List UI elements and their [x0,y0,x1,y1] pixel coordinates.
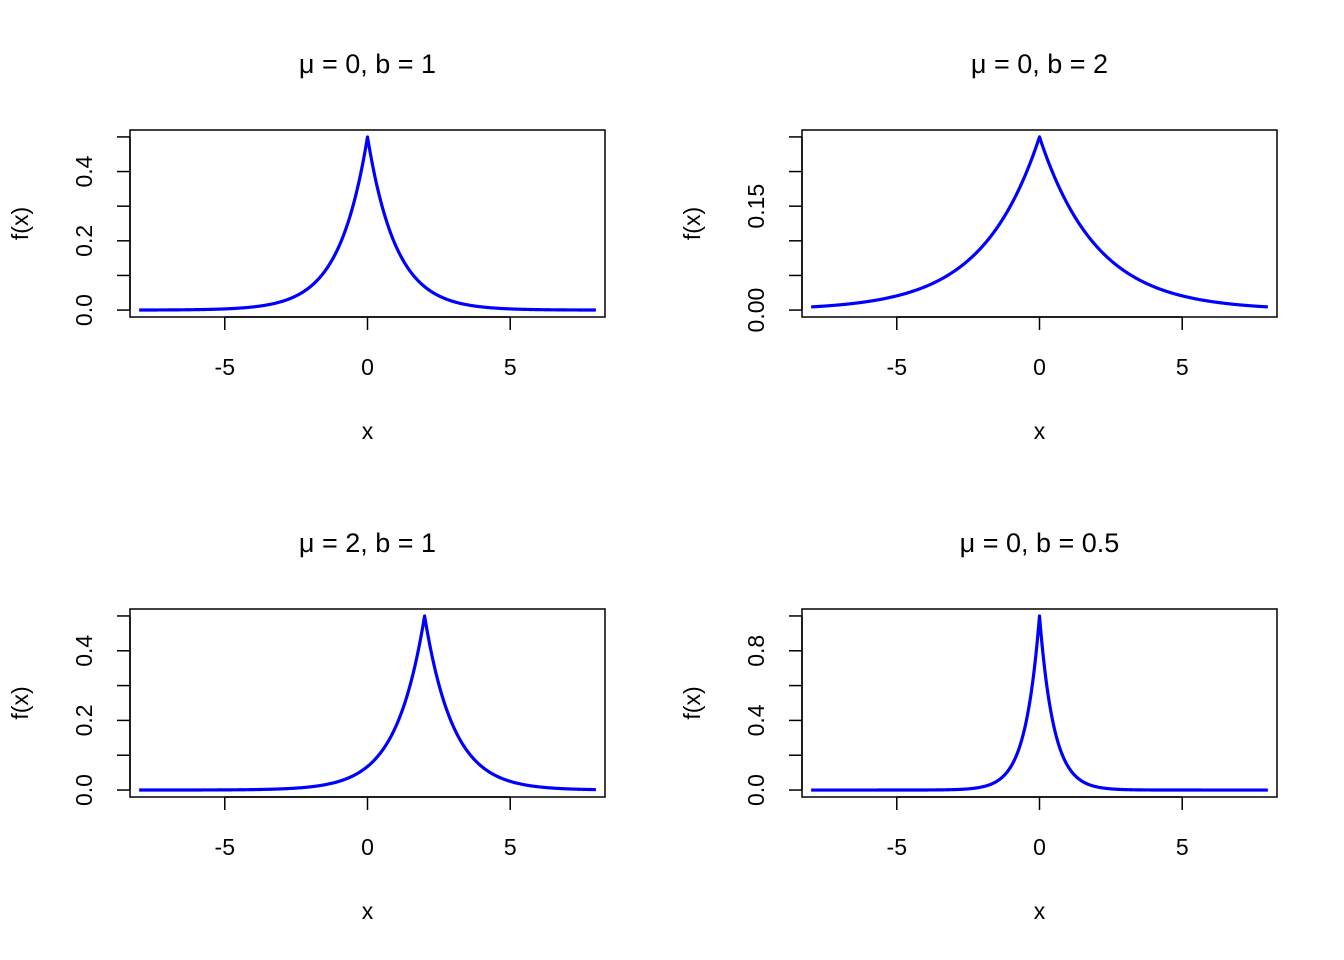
x-tick-label: -5 [887,834,907,860]
x-tick-label: -5 [887,354,907,380]
x-tick-label: -5 [215,354,235,380]
x-tick-label: 0 [1033,354,1046,380]
plot-box [129,608,606,798]
x-axis-label: x [362,898,374,924]
y-axis: 0.0 0.4 0.8 [743,615,803,806]
x-axis: -5 0 5 [215,796,517,860]
y-axis-label: f(x) [7,686,33,719]
x-tick-label: 0 [361,834,374,860]
plot-box [801,608,1278,798]
y-axis: 0.00 0.15 [743,136,803,333]
y-tick-label: 0.15 [743,184,769,229]
x-tick-label: -5 [215,834,235,860]
panel-1: μ = 0, b = 1 -5 0 5 x 0.0 0.2 0.4 f(x) [7,49,606,444]
x-axis-label: x [1034,418,1046,444]
y-tick-label: 0.2 [71,225,97,257]
y-tick-label: 0.8 [743,635,769,667]
panel-3: μ = 2, b = 1 -5 0 5 x 0.0 0.2 0.4 f(x) [7,528,606,924]
y-axis-label: f(x) [7,207,33,240]
panel-2: μ = 0, b = 2 -5 0 5 x 0.00 0.15 f(x) [679,49,1278,444]
y-tick-label: 0.4 [71,155,97,187]
y-tick-label: 0.0 [71,294,97,326]
x-axis: -5 0 5 [215,316,517,380]
y-axis: 0.0 0.2 0.4 [71,136,131,326]
x-tick-label: 0 [361,354,374,380]
y-axis-label: f(x) [679,207,705,240]
panel-4: μ = 0, b = 0.5 -5 0 5 x 0.0 0.4 0.8 f(x) [679,528,1278,924]
x-tick-label: 5 [504,834,517,860]
x-tick-label: 5 [1176,834,1189,860]
x-tick-label: 5 [504,354,517,380]
y-axis: 0.0 0.2 0.4 [71,615,131,806]
density-line [138,135,597,312]
plot-box [129,129,606,318]
density-line [810,135,1269,309]
panel-title: μ = 0, b = 2 [971,49,1108,79]
density-line [810,614,1269,792]
density-line [138,614,597,792]
x-axis: -5 0 5 [887,316,1189,380]
y-tick-label: 0.4 [743,704,769,736]
y-tick-label: 0.2 [71,704,97,736]
panel-title: μ = 2, b = 1 [299,528,436,558]
x-axis: -5 0 5 [887,796,1189,860]
panel-title: μ = 0, b = 0.5 [960,528,1120,558]
plot-box [801,129,1278,318]
y-tick-label: 0.0 [71,774,97,806]
y-tick-label: 0.0 [743,774,769,806]
x-axis-label: x [362,418,374,444]
y-tick-label: 0.00 [743,288,769,333]
x-tick-label: 0 [1033,834,1046,860]
y-tick-label: 0.4 [71,635,97,667]
x-tick-label: 5 [1176,354,1189,380]
y-axis-label: f(x) [679,686,705,719]
x-axis-label: x [1034,898,1046,924]
panel-title: μ = 0, b = 1 [299,49,436,79]
